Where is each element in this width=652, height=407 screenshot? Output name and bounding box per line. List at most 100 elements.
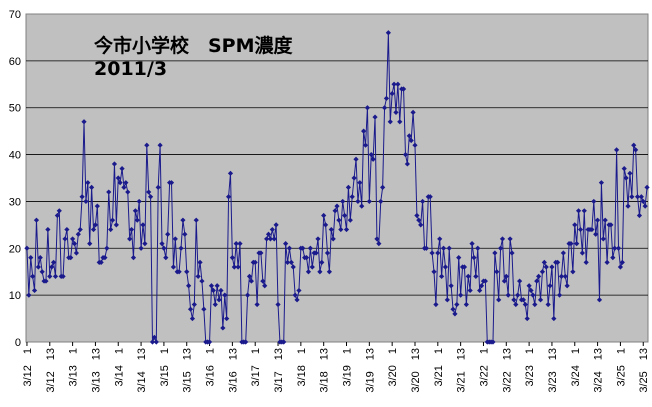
data-point <box>526 283 532 289</box>
data-point <box>501 278 507 284</box>
data-point <box>237 241 243 247</box>
data-point <box>528 287 534 294</box>
data-point <box>201 306 207 312</box>
x-tick-label: 3/12 1 <box>22 348 34 387</box>
data-point <box>151 334 157 340</box>
data-point <box>517 278 523 284</box>
data-point <box>579 250 585 256</box>
data-point <box>614 147 620 153</box>
data-point <box>532 301 538 308</box>
data-point <box>499 236 506 242</box>
data-point <box>414 212 420 219</box>
x-tick-label: 3/23 13 <box>547 348 559 393</box>
data-point <box>355 198 361 205</box>
data-point <box>442 264 449 270</box>
series-markers <box>24 30 650 345</box>
data-point <box>458 292 464 298</box>
data-point <box>225 194 232 200</box>
data-point <box>444 297 450 303</box>
data-point <box>119 166 125 172</box>
data-point <box>577 226 584 233</box>
data-point <box>423 245 430 251</box>
x-axis-ticks: 3/12 1 3/12 13 3/13 1 3/13 13 3/14 1 3/14 13 3… <box>22 342 650 393</box>
data-point <box>233 241 239 247</box>
chart-title: 今市小学校 SPM濃度 <box>93 34 294 57</box>
data-point <box>127 236 133 242</box>
data-point <box>615 245 622 251</box>
data-point <box>161 245 167 251</box>
data-point <box>309 264 315 270</box>
data-point <box>629 194 635 200</box>
data-point <box>380 184 386 190</box>
data-point <box>64 226 70 233</box>
data-point <box>515 292 521 298</box>
data-point <box>351 175 357 181</box>
data-point <box>594 217 601 223</box>
data-point <box>283 241 289 247</box>
data-point <box>627 170 633 176</box>
data-point <box>393 109 399 115</box>
data-point <box>330 236 336 242</box>
data-point <box>121 184 127 190</box>
data-point <box>43 278 49 284</box>
data-point <box>142 241 148 247</box>
data-point <box>123 180 129 186</box>
data-point <box>104 245 110 251</box>
y-tick-label: 70 <box>9 9 21 21</box>
data-point <box>593 231 599 237</box>
data-point <box>288 259 294 265</box>
data-point <box>206 339 213 345</box>
y-tick-label: 60 <box>9 56 21 68</box>
data-point <box>252 259 258 265</box>
data-point <box>636 212 643 219</box>
data-point <box>543 264 549 270</box>
data-point <box>90 226 97 233</box>
data-point <box>591 198 597 205</box>
data-point <box>370 156 376 162</box>
data-point <box>429 250 435 256</box>
data-point <box>482 278 488 284</box>
data-point <box>30 273 36 279</box>
data-point <box>214 283 220 289</box>
data-point <box>286 245 293 251</box>
data-point <box>176 269 182 275</box>
data-point <box>562 273 568 279</box>
data-point <box>537 297 544 303</box>
data-point <box>404 161 410 167</box>
data-point <box>168 180 175 186</box>
data-point <box>357 180 363 186</box>
data-point <box>378 198 384 205</box>
data-point <box>602 217 608 223</box>
data-point <box>568 241 574 247</box>
data-point <box>264 236 270 242</box>
data-point <box>463 301 469 308</box>
data-point <box>191 301 197 308</box>
data-point <box>433 301 439 308</box>
data-point <box>400 86 407 92</box>
x-tick-label: 3/19 1 <box>342 348 354 387</box>
data-point <box>353 156 359 162</box>
data-point <box>359 203 365 209</box>
data-point <box>296 287 302 294</box>
x-tick-label: 3/15 1 <box>159 348 171 387</box>
data-point <box>450 306 456 312</box>
data-point <box>503 273 509 279</box>
data-point <box>50 259 57 265</box>
data-point <box>477 287 483 294</box>
data-point <box>395 81 401 87</box>
data-point <box>144 142 150 148</box>
data-point <box>619 259 625 265</box>
data-point <box>117 180 123 186</box>
data-point <box>560 250 566 256</box>
data-point <box>596 297 603 303</box>
x-tick-label: 3/25 13 <box>638 348 650 393</box>
data-point <box>130 255 137 261</box>
y-tick-label: 0 <box>15 337 21 349</box>
data-point <box>338 226 344 233</box>
data-point <box>366 198 372 205</box>
data-point <box>439 273 445 279</box>
data-point <box>475 245 481 251</box>
data-point <box>208 283 215 289</box>
data-point <box>182 231 188 237</box>
data-point <box>33 217 40 223</box>
